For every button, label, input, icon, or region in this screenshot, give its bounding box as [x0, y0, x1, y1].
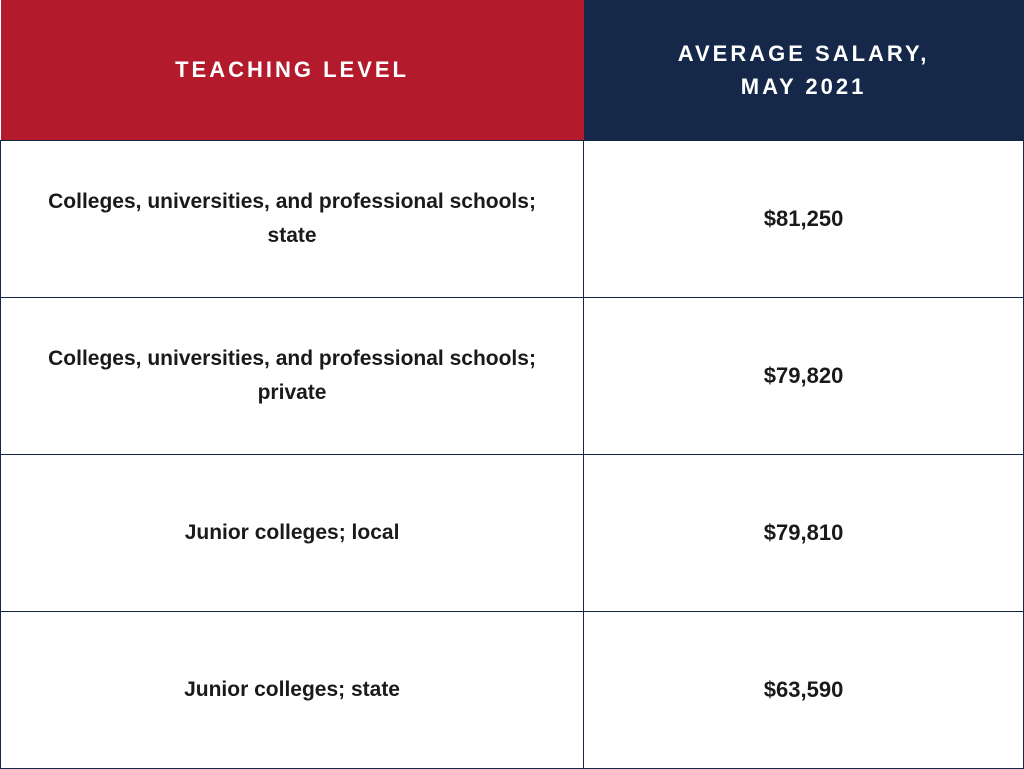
salary-table: TEACHING LEVEL AVERAGE SALARY,MAY 2021 C…: [0, 0, 1024, 769]
table-row: Colleges, universities, and professional…: [1, 140, 1024, 297]
header-teaching-level: TEACHING LEVEL: [1, 0, 584, 140]
cell-teaching-level: Junior colleges; local: [1, 454, 584, 611]
cell-teaching-level: Colleges, universities, and professional…: [1, 297, 584, 454]
cell-salary: $81,250: [584, 140, 1024, 297]
header-average-salary: AVERAGE SALARY,MAY 2021: [584, 0, 1024, 140]
cell-salary: $63,590: [584, 611, 1024, 768]
table-row: Junior colleges; state $63,590: [1, 611, 1024, 768]
table-row: Junior colleges; local $79,810: [1, 454, 1024, 611]
table-body: Colleges, universities, and professional…: [1, 140, 1024, 768]
cell-teaching-level: Junior colleges; state: [1, 611, 584, 768]
cell-teaching-level: Colleges, universities, and professional…: [1, 140, 584, 297]
cell-salary: $79,810: [584, 454, 1024, 611]
table-header-row: TEACHING LEVEL AVERAGE SALARY,MAY 2021: [1, 0, 1024, 140]
table-row: Colleges, universities, and professional…: [1, 297, 1024, 454]
cell-salary: $79,820: [584, 297, 1024, 454]
